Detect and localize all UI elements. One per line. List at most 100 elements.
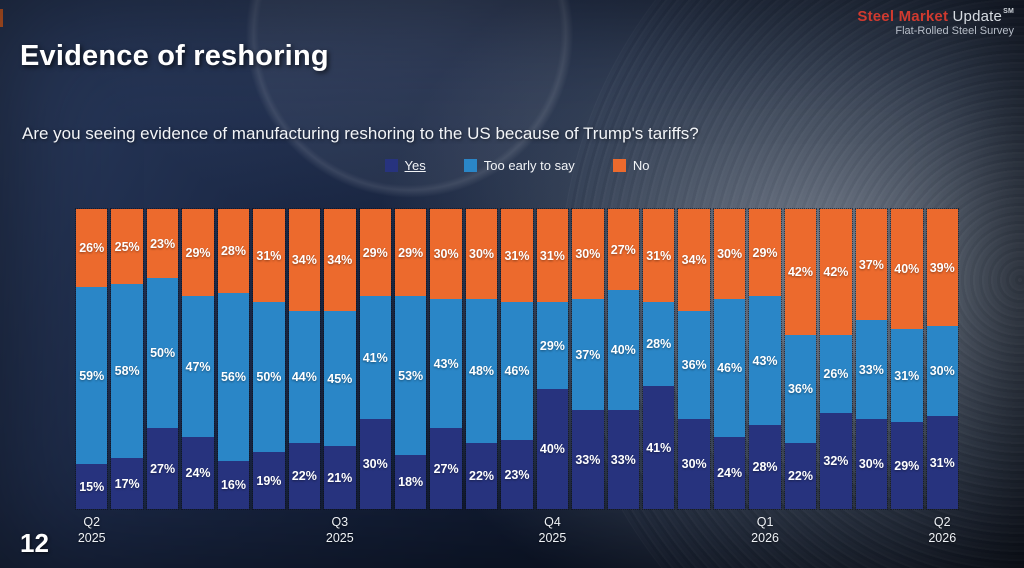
segment-no[interactable]: 40% [891, 209, 923, 329]
segment-too-early-to-say[interactable]: 58% [111, 284, 143, 458]
segment-yes[interactable]: 18% [394, 455, 427, 509]
bar[interactable]: 29% 41% 30% [358, 208, 392, 510]
segment-no[interactable]: 42% [820, 209, 852, 335]
segment-yes[interactable]: 40% [536, 389, 569, 509]
bar[interactable]: 29% 47% 24% [181, 208, 215, 510]
segment-no[interactable]: 28% [217, 209, 250, 293]
bar[interactable]: 34% 44% 22% [287, 208, 322, 510]
bar[interactable]: 34% 36% 30% [677, 208, 711, 510]
segment-too-early-to-say[interactable]: 50% [146, 278, 179, 428]
segment-too-early-to-say[interactable]: 45% [324, 311, 356, 446]
segment-no[interactable]: 29% [359, 209, 391, 296]
segment-too-early-to-say[interactable]: 31% [891, 329, 923, 422]
bar[interactable]: 29% 43% 28% [748, 208, 782, 510]
segment-yes[interactable]: 33% [572, 410, 604, 509]
segment-too-early-to-say[interactable]: 56% [217, 293, 250, 461]
segment-too-early-to-say[interactable]: 50% [253, 302, 285, 452]
bar[interactable]: 31% 50% 19% [252, 208, 286, 510]
segment-no[interactable]: 34% [288, 209, 321, 311]
segment-yes[interactable]: 30% [855, 419, 888, 509]
bar[interactable]: 31% 29% 40% [535, 208, 570, 510]
bar[interactable]: 40% 31% 29% [890, 208, 924, 510]
segment-no[interactable]: 34% [324, 209, 356, 311]
segment-no[interactable]: 31% [253, 209, 285, 302]
segment-no[interactable]: 27% [607, 209, 639, 290]
segment-too-early-to-say[interactable]: 44% [288, 311, 321, 443]
segment-too-early-to-say[interactable]: 46% [713, 299, 746, 437]
segment-too-early-to-say[interactable]: 28% [643, 302, 675, 386]
bar[interactable]: 30% 43% 27% [429, 208, 463, 510]
segment-no[interactable]: 42% [784, 209, 817, 335]
segment-too-early-to-say[interactable]: 33% [855, 320, 888, 419]
segment-yes[interactable]: 21% [324, 446, 356, 509]
segment-too-early-to-say[interactable]: 29% [536, 302, 569, 389]
bar[interactable]: 30% 46% 24% [712, 208, 747, 510]
bar[interactable]: 39% 30% 31% [925, 208, 959, 510]
segment-yes[interactable]: 24% [713, 437, 746, 509]
bar[interactable]: 29% 53% 18% [393, 208, 428, 510]
segment-yes[interactable]: 28% [749, 425, 781, 509]
segment-yes[interactable]: 22% [784, 443, 817, 509]
segment-no[interactable]: 31% [536, 209, 569, 302]
segment-yes[interactable]: 15% [76, 464, 108, 509]
segment-yes[interactable]: 24% [182, 437, 214, 509]
legend-item-yes[interactable]: Yes [384, 158, 426, 173]
legend-item-no[interactable]: No [612, 158, 649, 173]
segment-no[interactable]: 29% [182, 209, 214, 296]
segment-yes[interactable]: 22% [288, 443, 321, 509]
segment-yes[interactable]: 27% [430, 428, 462, 509]
segment-yes[interactable]: 17% [111, 458, 143, 509]
segment-too-early-to-say[interactable]: 30% [926, 326, 958, 416]
bar[interactable]: 23% 50% 27% [145, 208, 180, 510]
bar[interactable]: 34% 45% 21% [323, 208, 357, 510]
bar[interactable]: 30% 48% 22% [464, 208, 499, 510]
segment-no[interactable]: 29% [394, 209, 427, 296]
bar[interactable]: 27% 40% 33% [606, 208, 640, 510]
legend-item-too-early-to-say[interactable]: Too early to say [463, 158, 575, 173]
bar[interactable]: 26% 59% 15% [75, 208, 109, 510]
segment-yes[interactable]: 22% [465, 443, 498, 509]
segment-no[interactable]: 31% [643, 209, 675, 302]
segment-no[interactable]: 31% [501, 209, 533, 302]
bar[interactable]: 42% 26% 32% [819, 208, 853, 510]
segment-too-early-to-say[interactable]: 59% [76, 287, 108, 464]
segment-too-early-to-say[interactable]: 36% [678, 311, 710, 419]
segment-yes[interactable]: 41% [643, 386, 675, 509]
segment-no[interactable]: 30% [572, 209, 604, 299]
segment-too-early-to-say[interactable]: 36% [784, 335, 817, 443]
segment-no[interactable]: 26% [76, 209, 108, 287]
segment-yes[interactable]: 32% [820, 413, 852, 509]
segment-yes[interactable]: 33% [607, 410, 639, 509]
segment-too-early-to-say[interactable]: 41% [359, 296, 391, 419]
segment-yes[interactable]: 30% [359, 419, 391, 509]
segment-yes[interactable]: 19% [253, 452, 285, 509]
segment-yes[interactable]: 27% [146, 428, 179, 509]
segment-no[interactable]: 30% [465, 209, 498, 299]
segment-too-early-to-say[interactable]: 43% [749, 296, 781, 425]
segment-no[interactable]: 39% [926, 209, 958, 326]
bar[interactable]: 30% 37% 33% [571, 208, 605, 510]
segment-yes[interactable]: 29% [891, 422, 923, 509]
segment-no[interactable]: 23% [146, 209, 179, 278]
segment-no[interactable]: 34% [678, 209, 710, 311]
bar[interactable]: 42% 36% 22% [783, 208, 818, 510]
segment-too-early-to-say[interactable]: 26% [820, 335, 852, 413]
segment-too-early-to-say[interactable]: 53% [394, 296, 427, 455]
segment-yes[interactable]: 31% [926, 416, 958, 509]
segment-no[interactable]: 30% [430, 209, 462, 299]
segment-no[interactable]: 30% [713, 209, 746, 299]
bar[interactable]: 31% 46% 23% [500, 208, 534, 510]
segment-yes[interactable]: 23% [501, 440, 533, 509]
bar[interactable]: 31% 28% 41% [642, 208, 676, 510]
segment-too-early-to-say[interactable]: 43% [430, 299, 462, 428]
segment-yes[interactable]: 30% [678, 419, 710, 509]
segment-no[interactable]: 29% [749, 209, 781, 296]
segment-too-early-to-say[interactable]: 37% [572, 299, 604, 410]
bar[interactable]: 37% 33% 30% [854, 208, 889, 510]
segment-too-early-to-say[interactable]: 47% [182, 296, 214, 437]
segment-no[interactable]: 37% [855, 209, 888, 320]
segment-too-early-to-say[interactable]: 40% [607, 290, 639, 410]
segment-no[interactable]: 25% [111, 209, 143, 284]
bar[interactable]: 28% 56% 16% [216, 208, 251, 510]
segment-too-early-to-say[interactable]: 46% [501, 302, 533, 440]
